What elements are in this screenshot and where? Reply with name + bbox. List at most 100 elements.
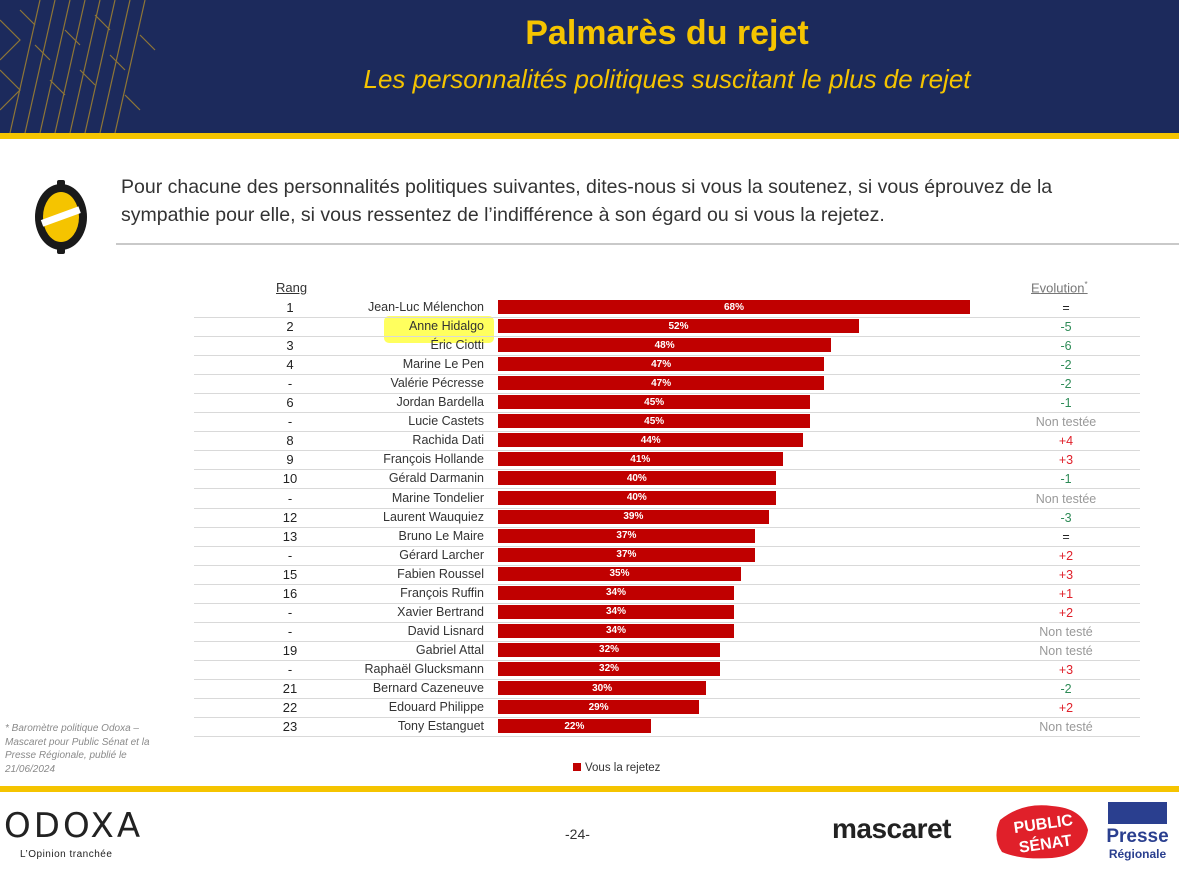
evolution-value: Non testé (1039, 643, 1093, 658)
odoxa-logo: ODOXA (4, 806, 144, 846)
chart-row: - David Lisnard 34% Non testé (194, 622, 1140, 642)
bar (498, 471, 776, 486)
category-label: Jordan Bardella (396, 395, 484, 410)
rank-label: 12 (282, 509, 298, 525)
category-label: Marine Tondelier (391, 490, 484, 505)
chart-row: 16 François Ruffin 34% +1 (194, 584, 1140, 604)
rank-label: 21 (282, 681, 298, 696)
survey-question: Pour chacune des personnalités politique… (121, 176, 1053, 226)
chart-row: - Valérie Pécresse 47% -2 (194, 374, 1140, 395)
chart-row: 19 Gabriel Attal 32% Non testé (194, 641, 1140, 661)
header-pattern-decoration (0, 0, 156, 133)
presse-line1: Presse (1106, 826, 1168, 847)
category-label: François Hollande (383, 452, 484, 467)
bar-value-label: 48% (654, 339, 675, 351)
evolution-value: Non testée (1035, 415, 1097, 430)
rank-column-header: Rang (276, 280, 308, 295)
rank-label: 16 (282, 585, 298, 601)
category-label: David Lisnard (407, 623, 484, 638)
category-label: Gérard Larcher (399, 547, 484, 562)
bar (498, 700, 700, 715)
chart-row: 22 Edouard Philippe 29% +2 (194, 698, 1140, 719)
rank-label: 4 (286, 357, 294, 373)
bar-value-label: 47% (651, 358, 672, 370)
category-label: Valérie Pécresse (390, 376, 484, 391)
rank-label: - (287, 547, 293, 563)
rank-label: 15 (282, 566, 298, 582)
bar-value-label: 35% (609, 568, 630, 580)
page-title: Palmarès du rejet (525, 14, 809, 52)
rank-label: - (287, 604, 293, 620)
bar-value-label: 34% (605, 625, 626, 637)
bar-value-label: 52% (668, 320, 689, 332)
presse-regionale-logo: Presse Régionale (1106, 800, 1169, 863)
category-label: Fabien Roussel (397, 566, 484, 581)
category-label: Jean-Luc Mélenchon (367, 300, 484, 314)
bar (498, 357, 825, 372)
category-label: François Ruffin (400, 585, 484, 600)
evolution-value: -2 (1060, 358, 1072, 373)
bar-value-label: 30% (592, 682, 613, 694)
category-label: Raphaël Glucksmann (364, 661, 484, 676)
rank-label: 10 (282, 471, 298, 487)
evolution-value: +4 (1058, 434, 1074, 449)
evolution-value: -1 (1060, 472, 1072, 487)
bar (498, 452, 783, 467)
rank-label: - (287, 661, 293, 677)
evolution-value: +3 (1058, 662, 1074, 677)
category-label: Laurent Wauquiez (383, 509, 484, 524)
chart-row: - Gérard Larcher 37% +2 (194, 546, 1140, 566)
bar (498, 414, 811, 429)
bar (498, 566, 741, 581)
rank-label: 8 (286, 433, 294, 449)
evolution-value: +3 (1058, 453, 1074, 468)
evolution-value: Non testé (1039, 720, 1093, 735)
chart-row: 15 Fabien Roussel 35% +3 (194, 565, 1140, 585)
bar-value-label: 34% (605, 587, 626, 599)
bar-value-label: 22% (564, 720, 585, 732)
evolution-value: -5 (1060, 320, 1072, 335)
bar (498, 547, 755, 562)
chart-row: 9 François Hollande 41% +3 (194, 450, 1140, 471)
bar-value-label: 32% (599, 644, 620, 656)
rank-label: 2 (286, 319, 294, 335)
page-subtitle: Les personnalités politiques suscitant l… (363, 64, 971, 94)
rank-label: 9 (286, 452, 294, 468)
bar-value-label: 40% (626, 492, 647, 503)
bar (498, 509, 769, 524)
category-label: Anne Hidalgo (408, 319, 484, 334)
evolution-value: +2 (1058, 548, 1074, 563)
evolution-value: -6 (1060, 339, 1072, 354)
chart-row: - Lucie Castets 45% Non testée (194, 412, 1140, 433)
evolution-value: -1 (1060, 396, 1072, 411)
rank-label: 1 (286, 300, 294, 315)
category-label: Tony Estanguet (397, 719, 484, 734)
bar (498, 319, 859, 334)
chart-row: 1 Jean-Luc Mélenchon 68% = (194, 298, 1140, 318)
footer-yellow-stripe (0, 786, 1179, 792)
chart-row: - Marine Tondelier 40% Non testée (194, 489, 1140, 509)
bar-value-label: 47% (651, 377, 672, 389)
chart-row: 2 Anne Hidalgo 52% -5 (194, 317, 1140, 338)
evolution-value: +3 (1058, 567, 1074, 582)
rank-label: - (287, 376, 293, 392)
bar (498, 490, 776, 505)
evolution-column-header: Evolution* (1031, 280, 1088, 295)
category-label: Edouard Philippe (388, 700, 484, 715)
rank-label: 22 (282, 700, 298, 716)
rank-label: 13 (282, 528, 298, 544)
presse-line2: Régionale (1109, 847, 1167, 861)
legend-label: Vous la rejetez (585, 762, 661, 774)
header-banner: Palmarès du rejet Les personnalités poli… (0, 0, 1179, 133)
chart-row: - Raphaël Glucksmann 32% +3 (194, 660, 1140, 680)
rank-label: 19 (282, 642, 298, 658)
rank-label: - (287, 414, 293, 430)
page-number: -24- (565, 826, 590, 842)
name-highlight-marker (384, 316, 494, 343)
category-label: Lucie Castets (408, 414, 484, 429)
bar-value-label: 39% (623, 511, 644, 523)
chart-row: 4 Marine Le Pen 47% -2 (194, 355, 1140, 376)
bar (498, 433, 804, 448)
category-label: Gérald Darmanin (388, 471, 484, 486)
